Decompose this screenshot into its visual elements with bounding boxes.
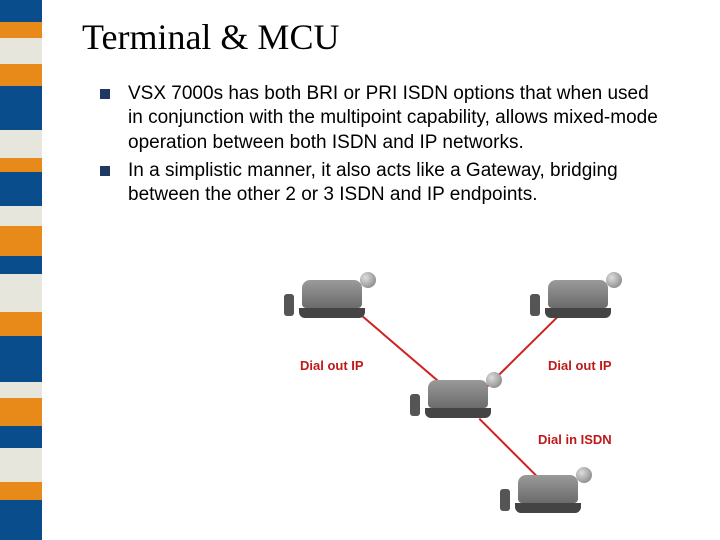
bullet-text: VSX 7000s has both BRI or PRI ISDN optio… xyxy=(128,82,660,155)
device-base-icon xyxy=(425,408,491,418)
device-camera-icon xyxy=(606,272,622,288)
bullet-marker-icon xyxy=(100,89,110,99)
device-camera-icon xyxy=(576,467,592,483)
device-remote-icon xyxy=(410,394,420,416)
stripe-segment xyxy=(0,38,42,64)
stripe-segment xyxy=(0,274,42,312)
device-remote-icon xyxy=(530,294,540,316)
stripe-segment xyxy=(0,426,42,448)
stripe-segment xyxy=(0,64,42,86)
device-body-icon xyxy=(548,280,608,308)
stripe-segment xyxy=(0,158,42,172)
slide-title: Terminal & MCU xyxy=(82,16,339,58)
stripe-segment xyxy=(0,172,42,206)
stripe-segment xyxy=(0,130,42,158)
network-diagram: Dial out IP Dial out IP Dial in ISDN xyxy=(280,270,640,530)
bullet-text: In a simplistic manner, it also acts lik… xyxy=(128,159,660,208)
device-body-icon xyxy=(302,280,362,308)
stripe-segment xyxy=(0,206,42,226)
device-base-icon xyxy=(299,308,365,318)
stripe-segment xyxy=(0,0,42,22)
stripe-segment xyxy=(0,382,42,398)
device-remote-icon xyxy=(284,294,294,316)
stripe-segment xyxy=(0,22,42,38)
connection-label: Dial in ISDN xyxy=(538,432,612,447)
stripe-segment xyxy=(0,448,42,482)
device-body-icon xyxy=(518,475,578,503)
side-stripe xyxy=(0,0,42,540)
stripe-segment xyxy=(0,398,42,426)
device-base-icon xyxy=(515,503,581,513)
device-remote-icon xyxy=(500,489,510,511)
device-base-icon xyxy=(545,308,611,318)
connection-label: Dial out IP xyxy=(548,358,612,373)
stripe-segment xyxy=(0,336,42,382)
connection-label: Dial out IP xyxy=(300,358,364,373)
device-camera-icon xyxy=(486,372,502,388)
stripe-segment xyxy=(0,256,42,274)
bullet-list: VSX 7000s has both BRI or PRI ISDN optio… xyxy=(100,82,660,212)
device-camera-icon xyxy=(360,272,376,288)
bullet-marker-icon xyxy=(100,166,110,176)
device-bottom xyxy=(518,475,588,520)
device-body-icon xyxy=(428,380,488,408)
stripe-segment xyxy=(0,312,42,336)
device-top-right xyxy=(548,280,618,325)
stripe-segment xyxy=(0,500,42,540)
bullet-item: In a simplistic manner, it also acts lik… xyxy=(100,159,660,208)
device-top-left xyxy=(302,280,372,325)
stripe-segment xyxy=(0,226,42,256)
device-center xyxy=(428,380,498,425)
bullet-item: VSX 7000s has both BRI or PRI ISDN optio… xyxy=(100,82,660,155)
stripe-segment xyxy=(0,482,42,500)
stripe-segment xyxy=(0,86,42,130)
